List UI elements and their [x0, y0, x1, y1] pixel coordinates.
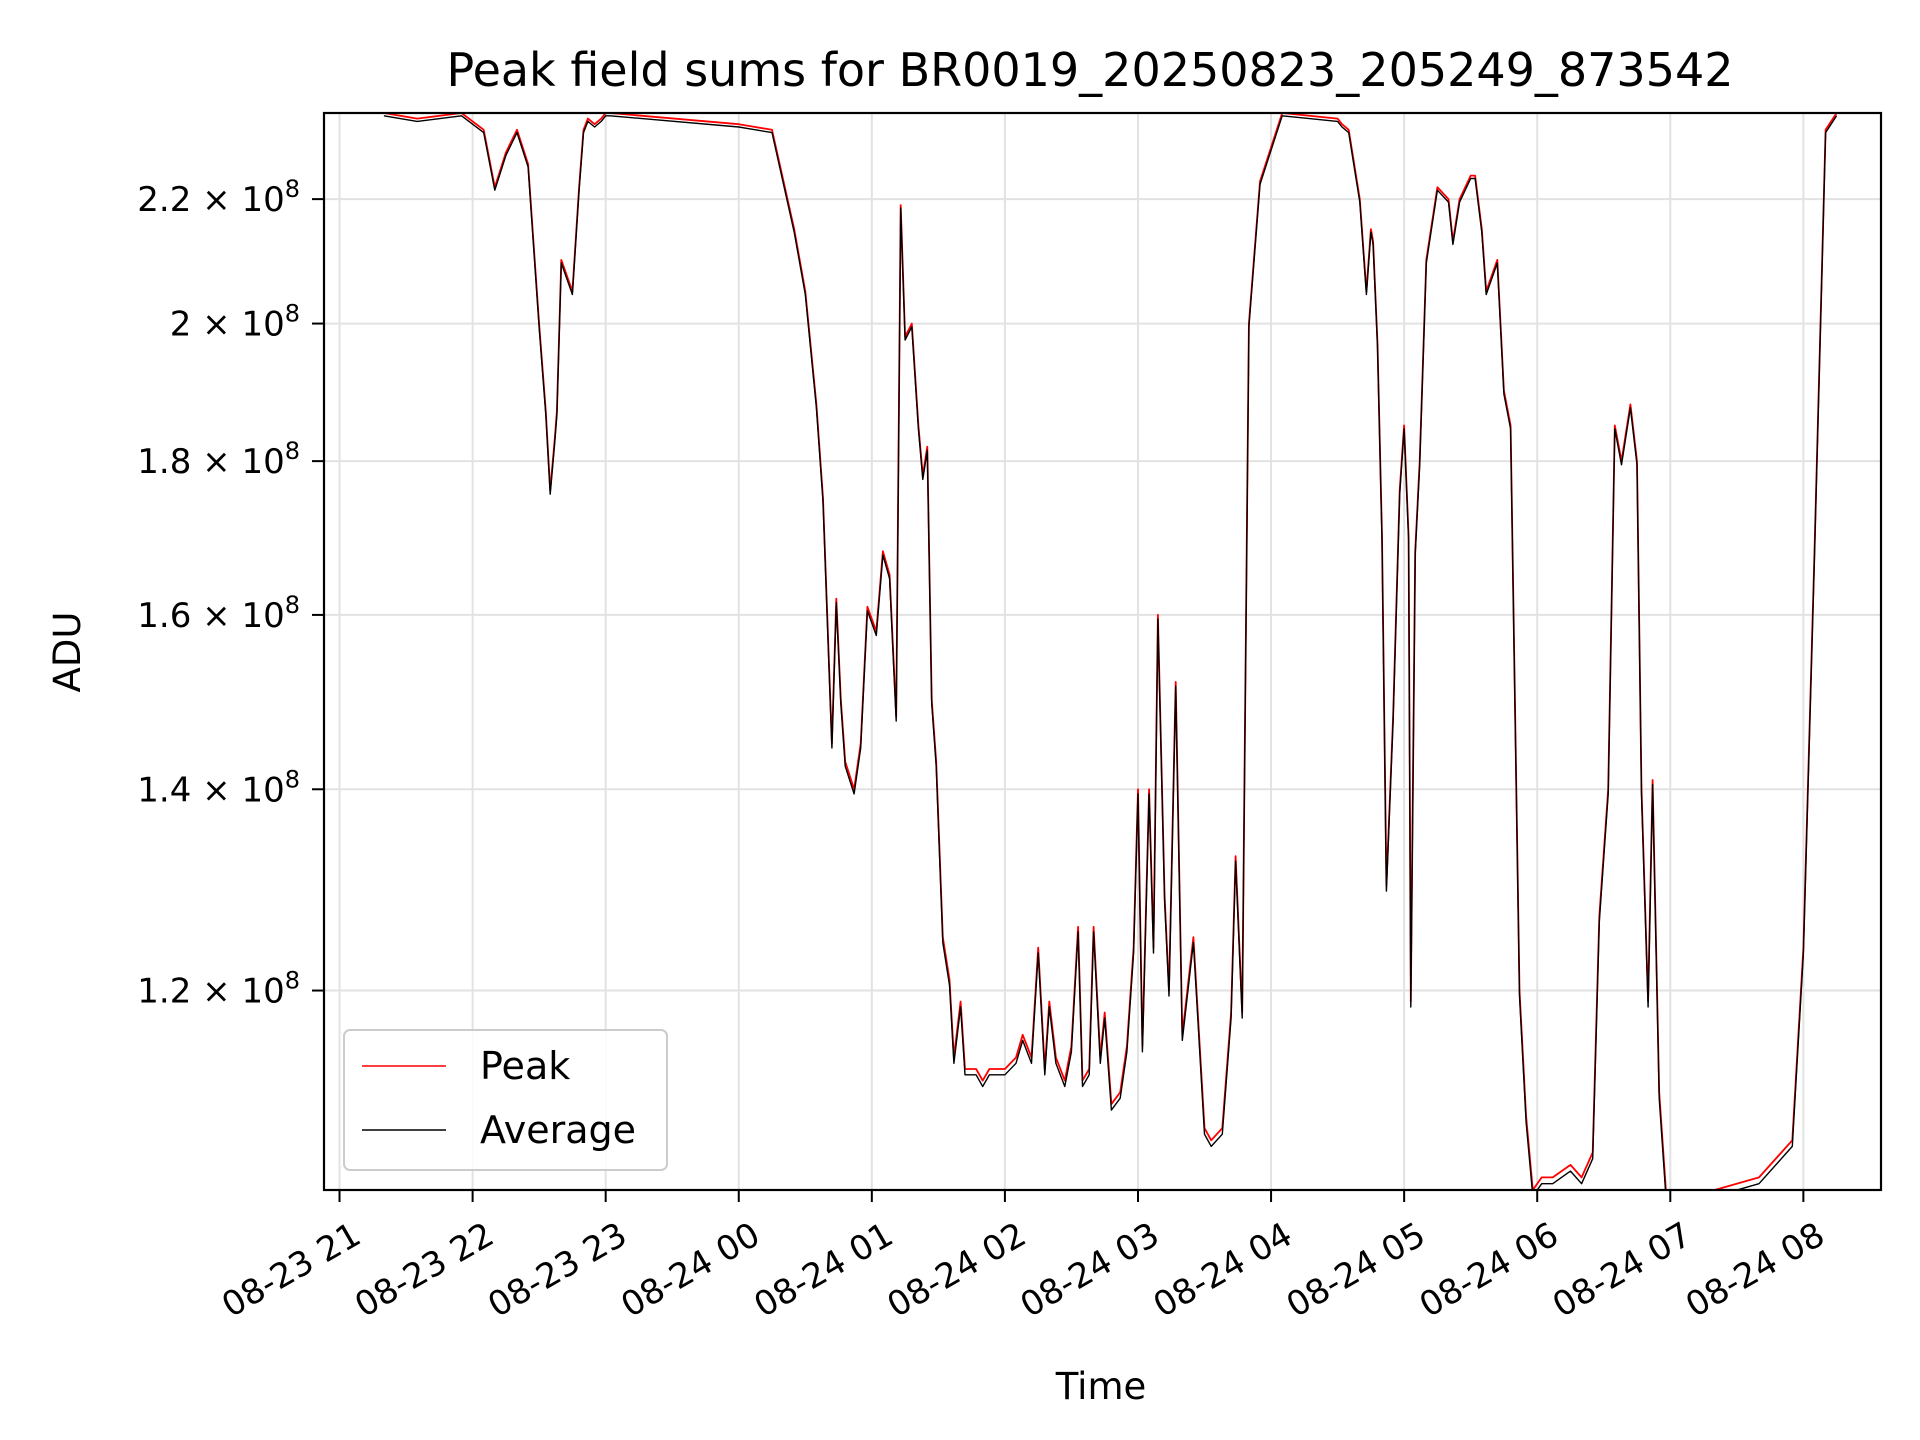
y-axis: 1.2 × 108 1.4 × 108 1.6 × 108 1.8 × 108 2 × …: [137, 175, 324, 1012]
y-tick-label: 1.8 × 108: [137, 437, 300, 482]
y-tick-label: 2.2 × 108: [137, 175, 300, 220]
plot-area: [383, 113, 1838, 1190]
y-tick-label: 1.2 × 108: [137, 967, 300, 1012]
y-tick-label: 2 × 108: [170, 300, 300, 345]
series-line-average: [383, 115, 1838, 1190]
legend-label-peak: Peak: [480, 1044, 570, 1088]
legend-box: [343, 1029, 668, 1171]
legend: Peak Average: [343, 1029, 668, 1171]
chart-title: Peak field sums for BR0019_20250823_2052…: [446, 43, 1733, 97]
grid: [324, 113, 1881, 1190]
y-axis-label: ADU: [46, 612, 89, 693]
y-tick-label: 1.6 × 108: [137, 591, 300, 636]
x-axis-label: Time: [1055, 1365, 1147, 1408]
y-tick-label: 1.4 × 108: [137, 765, 300, 810]
plot-frame: [322, 111, 1883, 1192]
legend-label-average: Average: [480, 1108, 636, 1152]
